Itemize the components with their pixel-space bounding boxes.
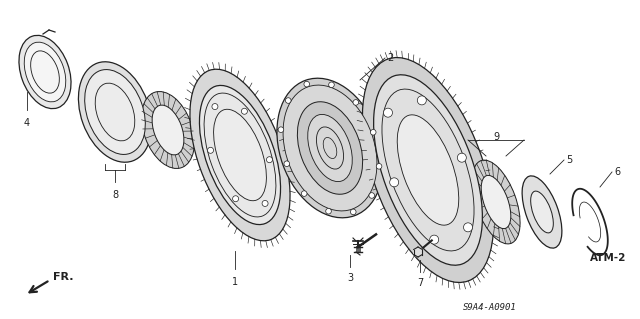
- Text: 7: 7: [417, 278, 423, 288]
- Text: ATM-2: ATM-2: [589, 253, 626, 263]
- Text: 3: 3: [347, 273, 353, 283]
- Circle shape: [212, 104, 218, 109]
- Ellipse shape: [308, 115, 352, 182]
- Circle shape: [458, 153, 467, 162]
- Circle shape: [369, 193, 374, 198]
- Ellipse shape: [24, 42, 66, 102]
- Circle shape: [417, 96, 426, 105]
- Text: FR.: FR.: [53, 272, 74, 282]
- Ellipse shape: [522, 176, 562, 248]
- Circle shape: [285, 98, 291, 103]
- Circle shape: [262, 200, 268, 206]
- Circle shape: [376, 164, 382, 169]
- Circle shape: [266, 157, 273, 163]
- Text: 8: 8: [112, 190, 118, 200]
- Polygon shape: [413, 247, 422, 257]
- Ellipse shape: [374, 75, 483, 265]
- Circle shape: [390, 178, 399, 187]
- Text: 9: 9: [493, 132, 499, 142]
- Ellipse shape: [472, 160, 520, 244]
- Text: S9A4-A0901: S9A4-A0901: [463, 303, 517, 313]
- Circle shape: [429, 235, 438, 244]
- Circle shape: [301, 191, 307, 197]
- Ellipse shape: [283, 85, 377, 211]
- Ellipse shape: [214, 109, 266, 201]
- Text: 5: 5: [566, 155, 572, 165]
- Ellipse shape: [141, 92, 195, 168]
- Ellipse shape: [277, 78, 383, 218]
- Circle shape: [329, 82, 334, 88]
- Text: 1: 1: [232, 277, 238, 287]
- Ellipse shape: [19, 35, 71, 109]
- Ellipse shape: [152, 105, 184, 155]
- Circle shape: [207, 147, 214, 153]
- Circle shape: [278, 127, 284, 132]
- Ellipse shape: [481, 175, 511, 229]
- Ellipse shape: [362, 57, 493, 282]
- Circle shape: [371, 130, 376, 135]
- Text: 4: 4: [24, 118, 30, 128]
- Ellipse shape: [200, 85, 280, 225]
- Circle shape: [326, 208, 332, 214]
- Ellipse shape: [298, 102, 363, 194]
- Circle shape: [284, 161, 289, 167]
- Ellipse shape: [79, 62, 152, 162]
- Circle shape: [304, 81, 310, 87]
- Circle shape: [383, 108, 392, 117]
- Ellipse shape: [397, 115, 459, 225]
- Circle shape: [463, 223, 472, 232]
- Ellipse shape: [84, 70, 145, 154]
- Ellipse shape: [531, 191, 554, 233]
- Ellipse shape: [190, 69, 290, 241]
- Circle shape: [353, 100, 358, 105]
- Text: 2: 2: [387, 53, 393, 63]
- Circle shape: [232, 196, 239, 202]
- Circle shape: [241, 108, 248, 114]
- Circle shape: [351, 209, 356, 215]
- Text: 6: 6: [614, 167, 620, 177]
